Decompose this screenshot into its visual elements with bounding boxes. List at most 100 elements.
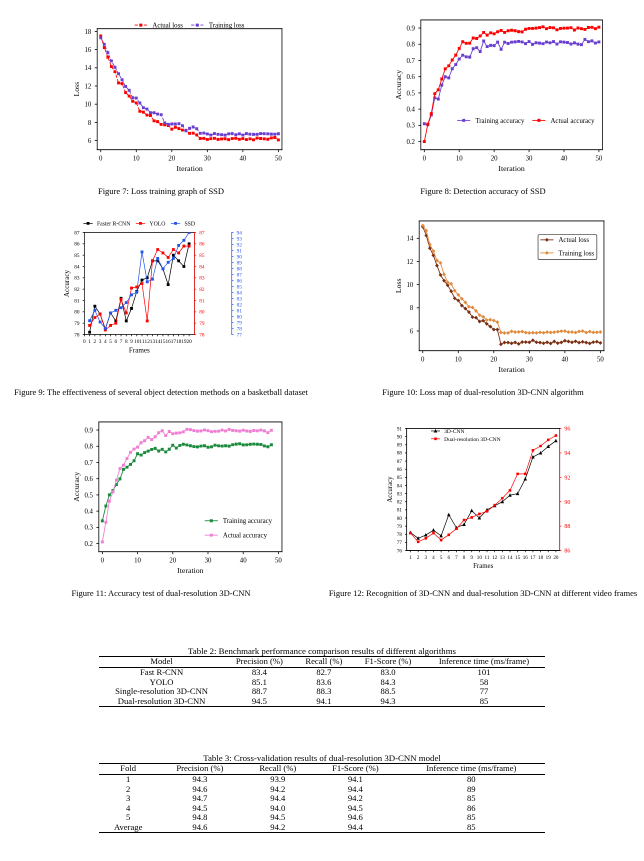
svg-text:90: 90 [564,500,570,506]
svg-text:87: 87 [397,459,403,465]
svg-text:18: 18 [538,555,544,561]
svg-text:78: 78 [397,532,403,538]
svg-text:80: 80 [74,310,80,316]
svg-text:40: 40 [240,557,247,564]
svg-text:83: 83 [74,276,80,282]
svg-text:96: 96 [564,427,570,433]
svg-text:20: 20 [168,155,175,162]
svg-text:1: 1 [409,555,412,561]
svg-text:20: 20 [186,339,192,345]
svg-text:10: 10 [455,356,462,363]
svg-text:86: 86 [74,242,80,248]
svg-text:86: 86 [237,278,243,284]
svg-text:84: 84 [237,290,243,296]
svg-text:18: 18 [85,29,92,36]
svg-text:Loss: Loss [394,278,403,293]
svg-text:3: 3 [99,339,102,345]
svg-text:83: 83 [237,296,243,302]
svg-text:Accuracy: Accuracy [394,70,403,100]
svg-text:Iteration: Iteration [177,566,204,575]
svg-text:82: 82 [237,302,243,308]
svg-text:2: 2 [417,555,420,561]
svg-text:79: 79 [237,320,243,326]
svg-text:Loss: Loss [72,82,81,97]
svg-text:0.6: 0.6 [406,74,415,81]
svg-text:5: 5 [109,339,112,345]
svg-text:87: 87 [74,230,80,236]
svg-text:10: 10 [134,557,141,564]
svg-text:Actual loss: Actual loss [559,237,590,244]
svg-text:14: 14 [85,65,92,72]
svg-text:7: 7 [455,555,458,561]
svg-text:89: 89 [237,260,243,266]
svg-text:87: 87 [199,230,205,236]
svg-text:84: 84 [74,264,80,270]
svg-text:0.5: 0.5 [406,90,415,97]
svg-text:40: 40 [561,356,568,363]
svg-text:30: 30 [204,155,211,162]
svg-text:8: 8 [125,339,128,345]
svg-text:84: 84 [199,264,205,270]
svg-text:5: 5 [440,555,443,561]
svg-text:83: 83 [397,491,403,497]
svg-text:Faster R-CNN: Faster R-CNN [97,221,131,227]
svg-text:Actual loss: Actual loss [152,23,183,30]
svg-text:80: 80 [237,314,243,320]
svg-text:12: 12 [85,83,92,90]
svg-text:6: 6 [114,339,117,345]
svg-text:3D-CNN: 3D-CNN [444,429,464,435]
svg-text:40: 40 [561,155,568,162]
svg-text:Iteration: Iteration [498,365,525,374]
svg-text:15: 15 [515,555,521,561]
svg-text:30: 30 [526,155,533,162]
svg-text:Accuracy: Accuracy [72,472,81,502]
svg-text:10: 10 [456,155,463,162]
svg-text:94: 94 [237,230,243,236]
svg-text:0.9: 0.9 [406,25,415,32]
svg-text:86: 86 [564,549,570,555]
svg-text:0: 0 [421,356,425,363]
svg-text:92: 92 [237,242,243,248]
svg-text:14: 14 [507,555,513,561]
svg-text:90: 90 [397,434,403,440]
svg-text:84: 84 [397,483,403,489]
svg-text:50: 50 [275,557,282,564]
svg-text:85: 85 [74,253,80,259]
svg-text:40: 40 [239,155,246,162]
svg-text:90: 90 [237,254,243,260]
svg-text:80: 80 [199,310,205,316]
svg-text:8: 8 [88,120,92,127]
svg-text:0: 0 [99,155,103,162]
svg-text:3: 3 [425,555,428,561]
svg-text:79: 79 [397,524,403,530]
svg-text:6: 6 [447,555,450,561]
svg-text:Accuracy: Accuracy [387,476,394,503]
svg-text:20: 20 [490,356,497,363]
svg-text:88: 88 [397,451,403,457]
svg-text:50: 50 [595,155,602,162]
svg-text:91: 91 [397,426,403,432]
svg-text:8: 8 [410,305,414,312]
svg-text:Iteration: Iteration [176,164,203,173]
svg-text:0: 0 [83,339,86,345]
svg-text:83: 83 [199,276,205,282]
svg-text:4: 4 [104,339,107,345]
svg-text:11: 11 [485,555,490,561]
svg-text:SSD: SSD [184,221,195,227]
svg-text:19: 19 [546,555,552,561]
svg-text:20: 20 [553,555,559,561]
svg-text:81: 81 [74,298,80,304]
svg-text:50: 50 [275,155,282,162]
svg-text:86: 86 [397,467,403,473]
svg-text:YOLO: YOLO [149,221,165,227]
svg-text:0: 0 [423,155,427,162]
svg-text:0.3: 0.3 [406,123,415,130]
svg-text:77: 77 [237,332,243,338]
svg-text:77: 77 [397,540,403,546]
svg-text:9: 9 [130,339,133,345]
svg-text:0.3: 0.3 [84,525,93,532]
svg-text:10: 10 [85,102,92,109]
svg-text:16: 16 [523,555,529,561]
svg-text:92: 92 [564,475,570,481]
svg-text:20: 20 [491,155,498,162]
